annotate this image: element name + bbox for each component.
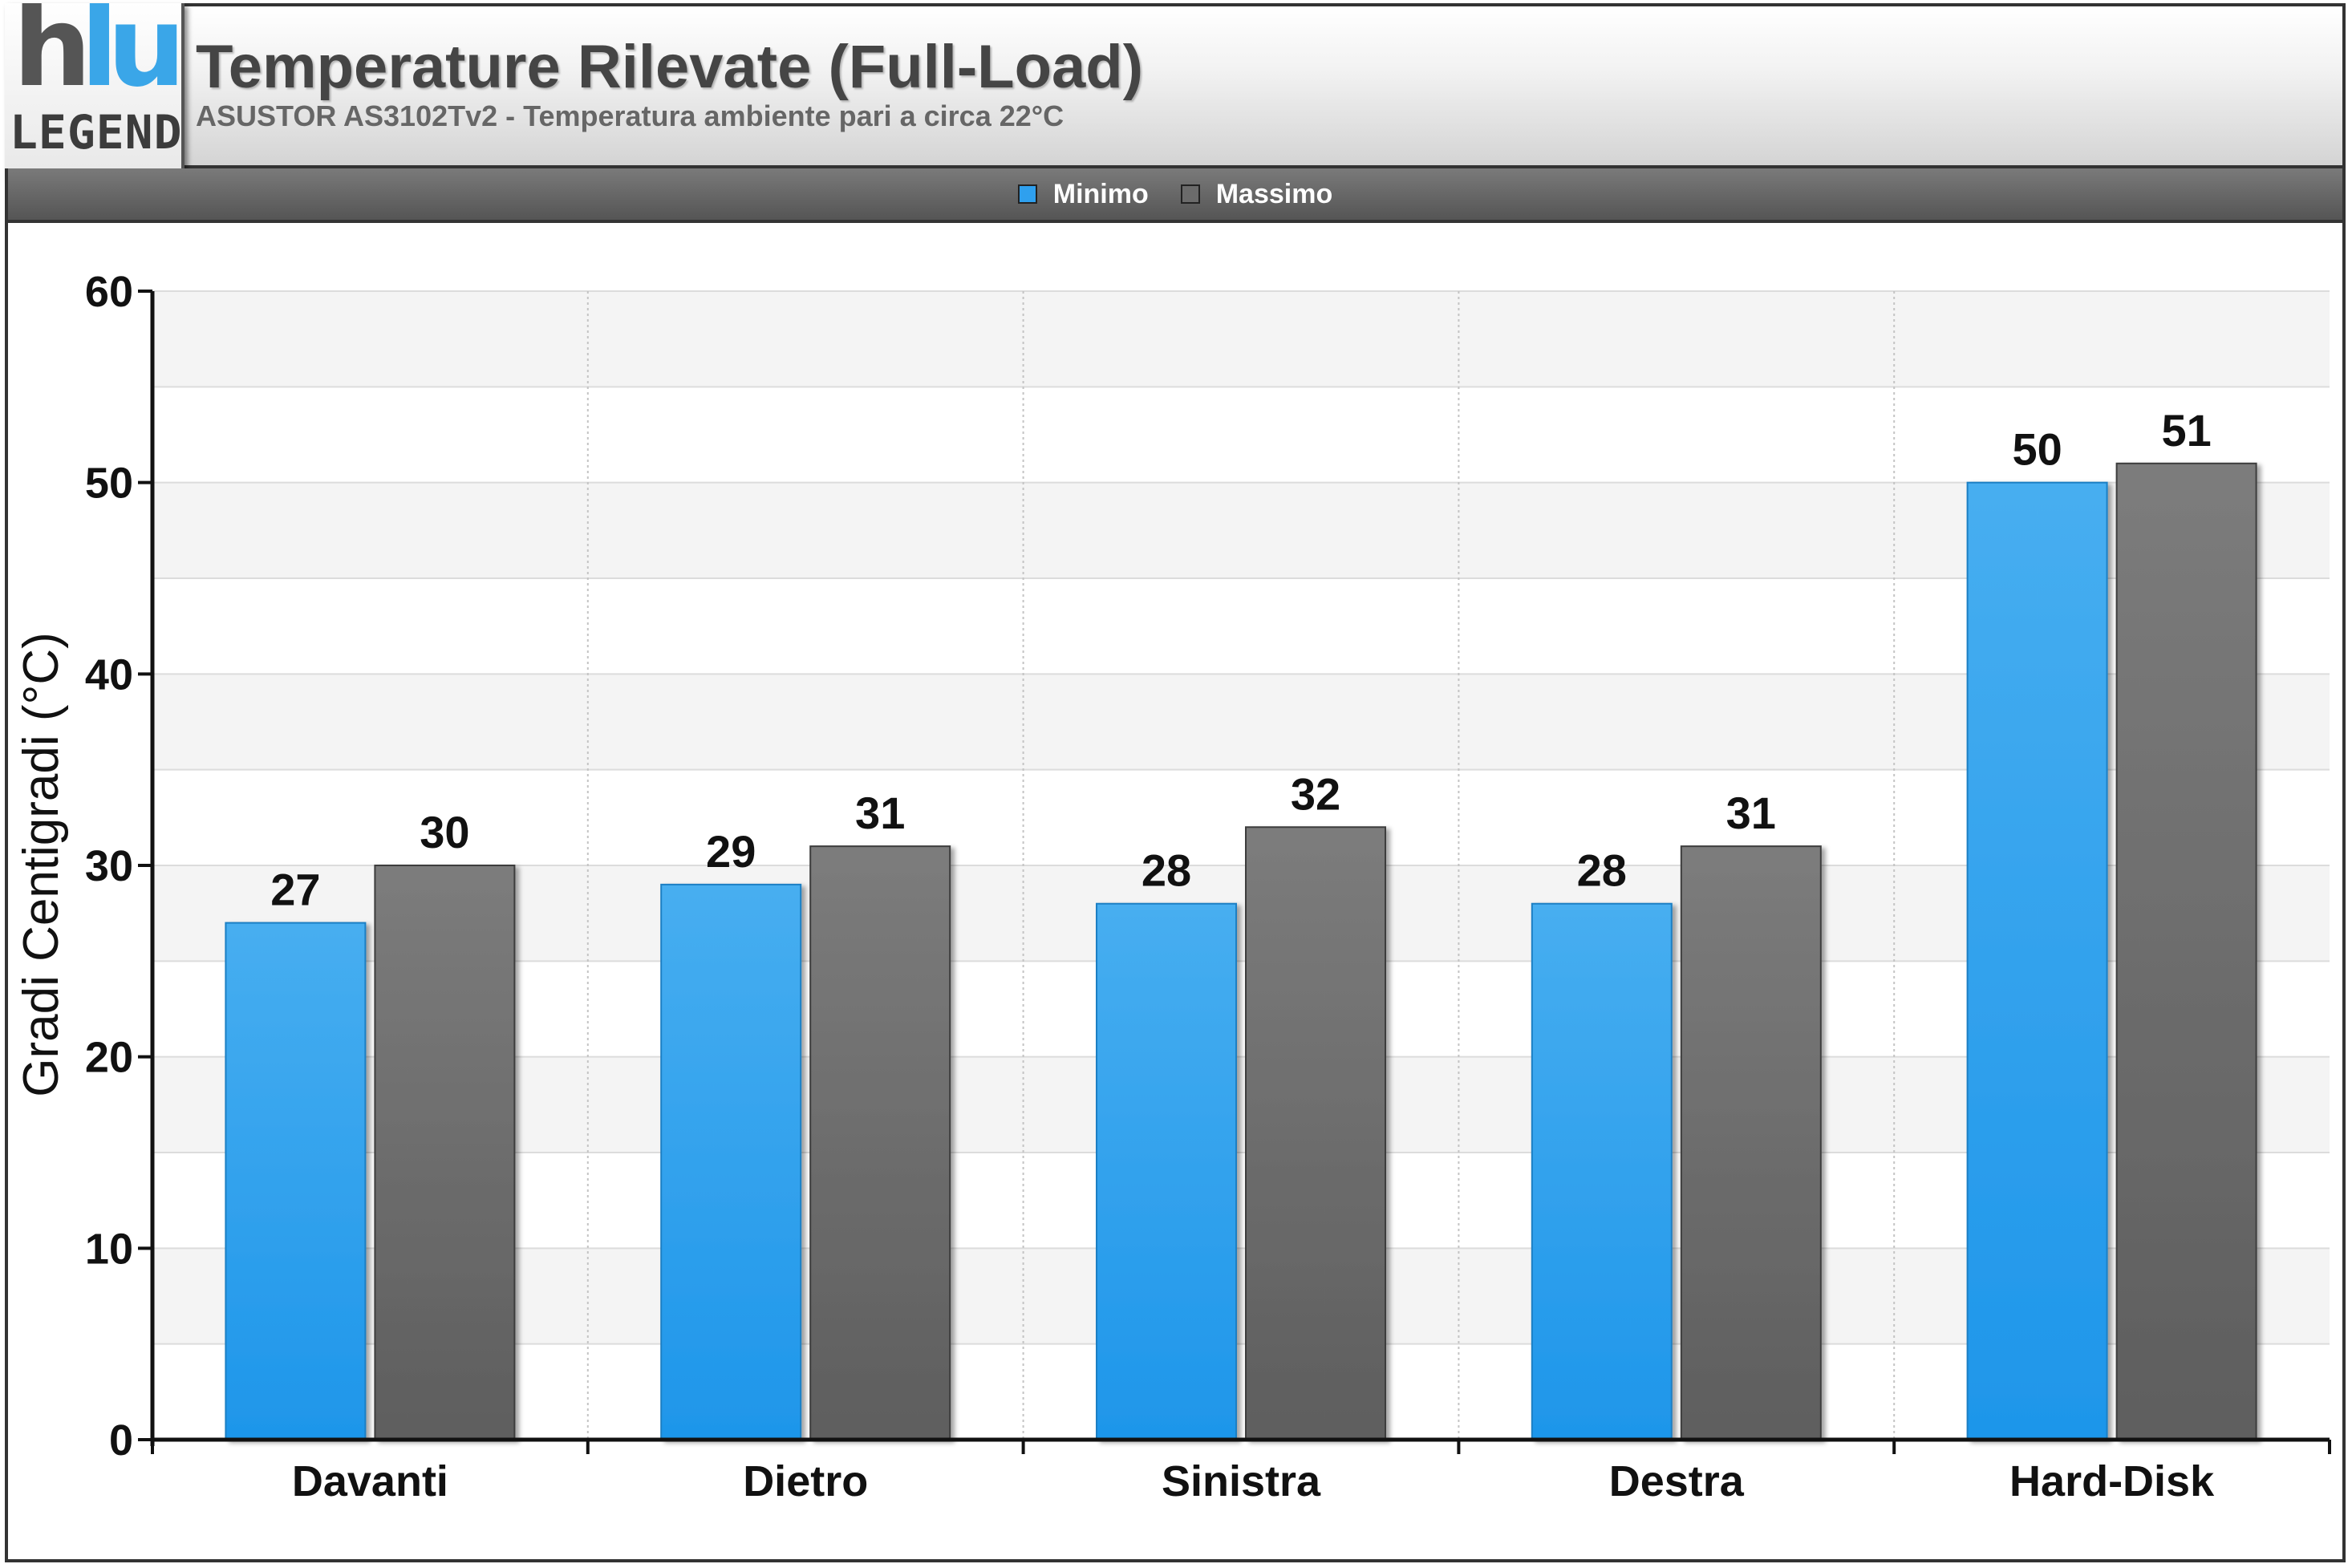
logo-mark-icon: hlu <box>13 3 181 111</box>
chart-title: Temperature Rilevate (Full-Load) <box>196 33 1144 101</box>
data-labels: 27 30 29 31 28 32 28 31 50 51 <box>270 405 2211 915</box>
bar-minimo-sinistra <box>1096 902 1237 1440</box>
y-tick-label: 60 <box>85 268 133 316</box>
y-tick-label: 40 <box>85 650 133 699</box>
bar-massimo-hard-disk <box>2115 462 2257 1440</box>
chart-subtitle: ASUSTOR AS3102Tv2 - Temperatura ambiente… <box>196 99 1064 132</box>
y-tick-label: 20 <box>85 1034 133 1082</box>
bar-massimo-davanti <box>374 865 516 1440</box>
legend: Minimo Massimo <box>5 168 2346 223</box>
data-label: 32 <box>1291 768 1340 819</box>
bar-minimo-hard-disk <box>1966 481 2108 1441</box>
x-tick-label: Dietro <box>743 1457 868 1505</box>
data-label: 31 <box>855 788 905 838</box>
legend-swatch-massimo <box>1180 184 1200 204</box>
legend-label-minimo: Minimo <box>1052 178 1149 209</box>
y-tick-label: 50 <box>85 460 133 508</box>
bars <box>225 462 2257 1441</box>
legend-label-massimo: Massimo <box>1215 178 1333 209</box>
y-tick-label: 10 <box>85 1225 133 1273</box>
site-logo[interactable]: hlu LEGEND <box>5 3 185 178</box>
bar-massimo-sinistra <box>1245 826 1386 1441</box>
bar-massimo-destra <box>1680 845 1822 1440</box>
plot-band <box>152 291 2330 387</box>
bar-minimo-davanti <box>225 922 367 1440</box>
y-tick-label: 30 <box>85 842 133 890</box>
data-label: 28 <box>1142 845 1191 896</box>
axes <box>138 290 2331 1454</box>
chart-header <box>5 3 2346 168</box>
legend-item-massimo[interactable]: Massimo <box>1180 178 1333 210</box>
x-tick-label: Destra <box>1609 1457 1745 1505</box>
logo-text: LEGEND <box>10 105 183 160</box>
y-axis-title: Gradi Centigradi (°C) <box>14 632 69 1097</box>
x-tick-label: Sinistra <box>1162 1457 1321 1505</box>
x-tick-label: Hard-Disk <box>2009 1457 2215 1505</box>
data-label: 51 <box>2161 405 2211 456</box>
x-tick-label: Davanti <box>292 1457 448 1505</box>
data-label: 28 <box>1577 845 1627 896</box>
bar-minimo-dietro <box>660 883 802 1441</box>
legend-swatch-minimo <box>1017 184 1037 204</box>
bar-minimo-destra <box>1531 902 1673 1440</box>
bar-massimo-dietro <box>809 845 951 1440</box>
data-label: 50 <box>2012 424 2062 475</box>
data-label: 30 <box>420 807 469 857</box>
y-tick-label: 0 <box>109 1416 133 1465</box>
data-label: 29 <box>706 826 756 877</box>
tick-labels: Davanti Dietro Sinistra Destra Hard-Disk 0 10 2… <box>85 268 2215 1505</box>
data-label: 31 <box>1726 788 1776 838</box>
data-label: 27 <box>270 865 320 915</box>
legend-item-minimo[interactable]: Minimo <box>1017 178 1149 210</box>
